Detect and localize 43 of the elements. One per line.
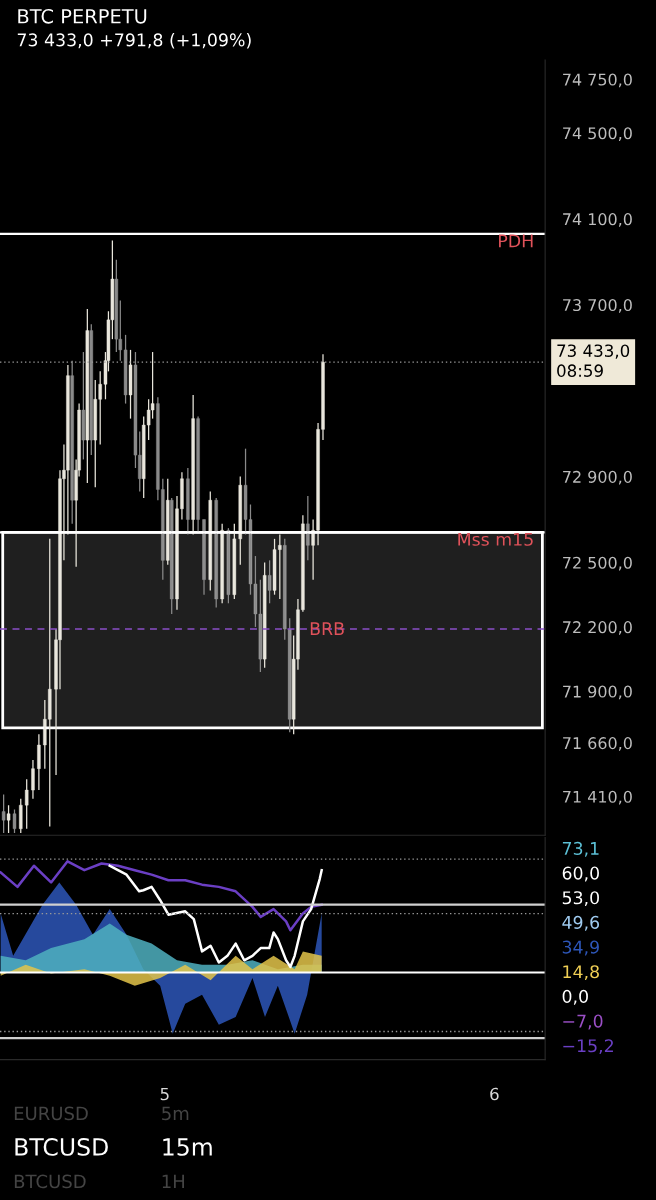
- y-tick-label: 72 900,0: [563, 470, 632, 485]
- text: −7,0: [563, 1014, 603, 1030]
- candlestick: [6, 804, 11, 834]
- y-tick-label: 72 500,0: [563, 556, 632, 571]
- text: 49,6: [562, 915, 600, 931]
- ref-line-label: Mss m15: [458, 532, 533, 546]
- y-tick-label: 74 500,0: [563, 127, 632, 141]
- y-tick-label: 71 900,0: [563, 685, 632, 700]
- text: 14,8: [563, 965, 599, 981]
- y-tick-label: 71 660,0: [563, 737, 632, 751]
- candlestick: [19, 798, 23, 834]
- text: 0,0: [562, 989, 588, 1005]
- text: −15,2: [563, 1039, 613, 1055]
- text: EURUSD: [14, 1106, 88, 1121]
- y-tick-label: 72 200,0: [563, 621, 632, 635]
- y-tick-label: 71 410,0: [563, 790, 632, 805]
- chart-subtitle: 73 433,0 +791,8 (+1,09%): [17, 33, 251, 49]
- x-tick-label: 5: [160, 1087, 169, 1101]
- candlestick: [226, 527, 231, 604]
- y-tick-label: 73 700,0: [563, 299, 632, 313]
- chart-title: BTC PERPETU: [18, 8, 147, 24]
- candlestick: [267, 559, 272, 604]
- text: 53,0: [562, 891, 599, 907]
- y-tick-label: 74 750,0: [563, 73, 632, 88]
- x-tick-label: 6: [490, 1087, 499, 1101]
- ref-line-label: PDH: [499, 234, 533, 248]
- band-label: BRB: [310, 622, 344, 635]
- text: BTCUSD: [15, 1137, 108, 1156]
- text: 60,0: [562, 866, 599, 882]
- text: BTCUSD: [14, 1174, 86, 1189]
- text: 1H: [162, 1174, 185, 1188]
- candlestick: [262, 561, 267, 669]
- y-tick-label: 74 100,0: [563, 213, 632, 227]
- text: 15m: [163, 1138, 212, 1156]
- candlestick: [24, 778, 29, 830]
- candlestick: [1, 793, 6, 834]
- candlestick: [12, 808, 17, 834]
- text: 73 433,0 08:59: [557, 344, 630, 377]
- text: 5m: [162, 1106, 189, 1121]
- candlestick: [81, 351, 86, 461]
- candlestick: [128, 349, 133, 420]
- text: 34,9: [562, 940, 599, 956]
- text: 73,1: [562, 841, 599, 857]
